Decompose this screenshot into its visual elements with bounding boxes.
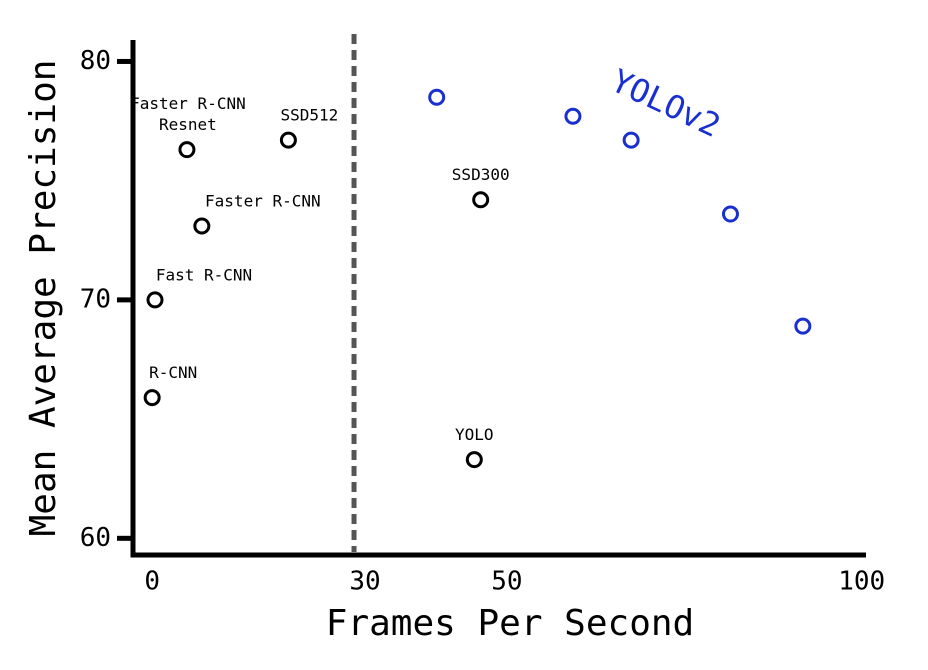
point-label: R-CNN (149, 363, 197, 382)
point-label: SSD512 (281, 106, 339, 125)
point (622, 131, 640, 149)
point-label: YOLO (455, 425, 494, 444)
y-axis-title: Mean Average Precision (23, 60, 64, 537)
point-label: Fast R-CNN (156, 265, 252, 284)
point (193, 217, 211, 235)
point (146, 291, 164, 309)
series-label: YOLOv2 (605, 62, 726, 145)
point (465, 451, 483, 469)
y-tick-label: 80 (80, 46, 111, 76)
point (178, 141, 196, 159)
point (721, 205, 739, 223)
point-label: Faster R-CNN (130, 94, 246, 113)
point (794, 317, 812, 335)
y-tick-label: 70 (80, 284, 111, 314)
point-label: Resnet (159, 115, 217, 134)
point (428, 88, 446, 106)
point (143, 389, 161, 407)
point-label: SSD300 (452, 165, 510, 184)
y-tick-label: 60 (80, 523, 111, 553)
x-tick-label: 100 (838, 567, 885, 597)
point (279, 131, 297, 149)
point (564, 107, 582, 125)
x-tick-label: 0 (144, 567, 160, 597)
point (472, 191, 490, 209)
x-axis-title: Frames Per Second (326, 603, 694, 644)
x-tick-label: 50 (491, 567, 522, 597)
x-tick-label: 30 (349, 567, 380, 597)
point-label: Faster R-CNN (205, 191, 321, 210)
